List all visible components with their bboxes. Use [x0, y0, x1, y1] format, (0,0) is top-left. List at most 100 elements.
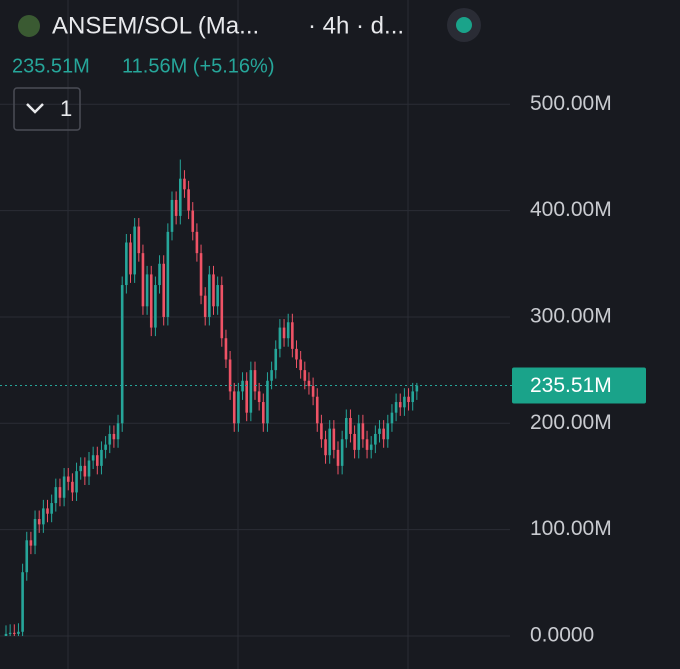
candle-body	[386, 423, 390, 440]
candle-body	[120, 285, 124, 424]
candle-body	[71, 481, 74, 493]
last-price-label: 235.51M	[530, 374, 612, 397]
candle-body	[87, 460, 91, 477]
candle-body	[216, 285, 219, 307]
candle-body	[50, 503, 53, 514]
candle-body	[407, 396, 410, 403]
candle-body	[398, 402, 402, 408]
candle-body	[58, 487, 62, 498]
candle-body	[4, 633, 8, 637]
candle-body	[8, 632, 12, 634]
candle-body	[253, 370, 257, 392]
candle-body	[411, 391, 414, 403]
candle-body	[75, 471, 78, 493]
candle-body	[295, 348, 298, 360]
y-tick-label: 100.00M	[530, 517, 612, 540]
candle-body	[162, 263, 165, 317]
candle-body	[170, 199, 174, 232]
candle-body	[179, 178, 182, 216]
candle-body	[382, 428, 385, 440]
y-tick-label: 300.00M	[530, 304, 612, 327]
candle-body	[357, 423, 361, 450]
candle-body	[257, 391, 261, 403]
candle-body	[361, 423, 365, 440]
candle-body	[349, 417, 352, 434]
candle-body	[266, 380, 269, 424]
candle-body	[83, 465, 87, 477]
candle-body	[33, 519, 37, 546]
candle-body	[274, 348, 278, 371]
candle-body	[291, 322, 294, 349]
candle-body	[336, 449, 340, 466]
y-tick-label: 400.00M	[530, 198, 612, 221]
candle-body	[145, 274, 149, 307]
y-tick-label: 0.0000	[530, 624, 594, 647]
candle-body	[79, 465, 82, 472]
candle-body	[340, 439, 344, 466]
candle-body	[183, 178, 186, 190]
candle-body	[378, 428, 381, 434]
candle-body	[104, 444, 107, 450]
candle-body	[13, 632, 16, 634]
candle-body	[116, 423, 120, 440]
token-icon	[18, 15, 40, 37]
candle-body	[315, 396, 319, 424]
candle-body	[191, 210, 195, 232]
candle-body	[332, 428, 336, 450]
candle-body	[311, 386, 315, 397]
last-price-tag	[512, 367, 646, 404]
candle-body	[390, 412, 394, 424]
candle-body	[286, 322, 290, 339]
candle-body	[345, 417, 348, 440]
candle-body	[307, 380, 311, 387]
candle-body	[125, 242, 128, 286]
candle-body	[29, 540, 33, 546]
candle-body	[158, 263, 161, 286]
candle-body	[324, 439, 327, 456]
candle-body	[353, 433, 356, 450]
candle-body	[403, 396, 406, 408]
candle-body	[46, 508, 49, 514]
indicator-toggle[interactable]	[13, 87, 81, 131]
indicator-count: 1	[60, 96, 72, 121]
candle-body	[199, 253, 203, 296]
candle-body	[187, 189, 190, 211]
candle-body	[203, 295, 207, 317]
candle-body	[374, 433, 377, 445]
candle-body	[100, 449, 103, 466]
candle-body	[224, 338, 228, 360]
candle-body	[108, 433, 112, 445]
candle-body	[212, 274, 215, 307]
chart-title: ANSEM/SOL (Ma...	[52, 12, 259, 39]
candle-body	[241, 380, 244, 392]
candle-body	[42, 508, 45, 525]
candle-body	[365, 439, 369, 450]
price-change: 11.56M (+5.16%)	[122, 55, 275, 77]
candle-body	[245, 380, 248, 413]
candle-body	[174, 199, 178, 216]
candle-body	[149, 274, 153, 328]
candle-body	[166, 231, 170, 317]
candle-body	[91, 455, 95, 461]
candle-body	[328, 428, 331, 456]
candle-body	[54, 487, 58, 504]
candle-body	[21, 572, 24, 632]
candle-body	[270, 370, 273, 381]
candle-body	[25, 540, 29, 573]
candle-body	[278, 327, 282, 349]
candle-body	[228, 359, 232, 392]
status-dot	[456, 17, 472, 33]
candle-body	[96, 455, 99, 466]
plot: 0.0000 100.00M 200.00M 300.00M 400.00M 500.00…	[0, 92, 646, 647]
chart-subtitle: · 4h · d...	[308, 12, 404, 39]
candle-body	[394, 402, 398, 413]
candle-body	[129, 242, 132, 275]
candle-body	[415, 385, 419, 392]
candle-body	[17, 631, 20, 634]
candle-body	[141, 253, 145, 307]
candle-body	[282, 327, 286, 339]
chevron-icon	[26, 103, 44, 114]
